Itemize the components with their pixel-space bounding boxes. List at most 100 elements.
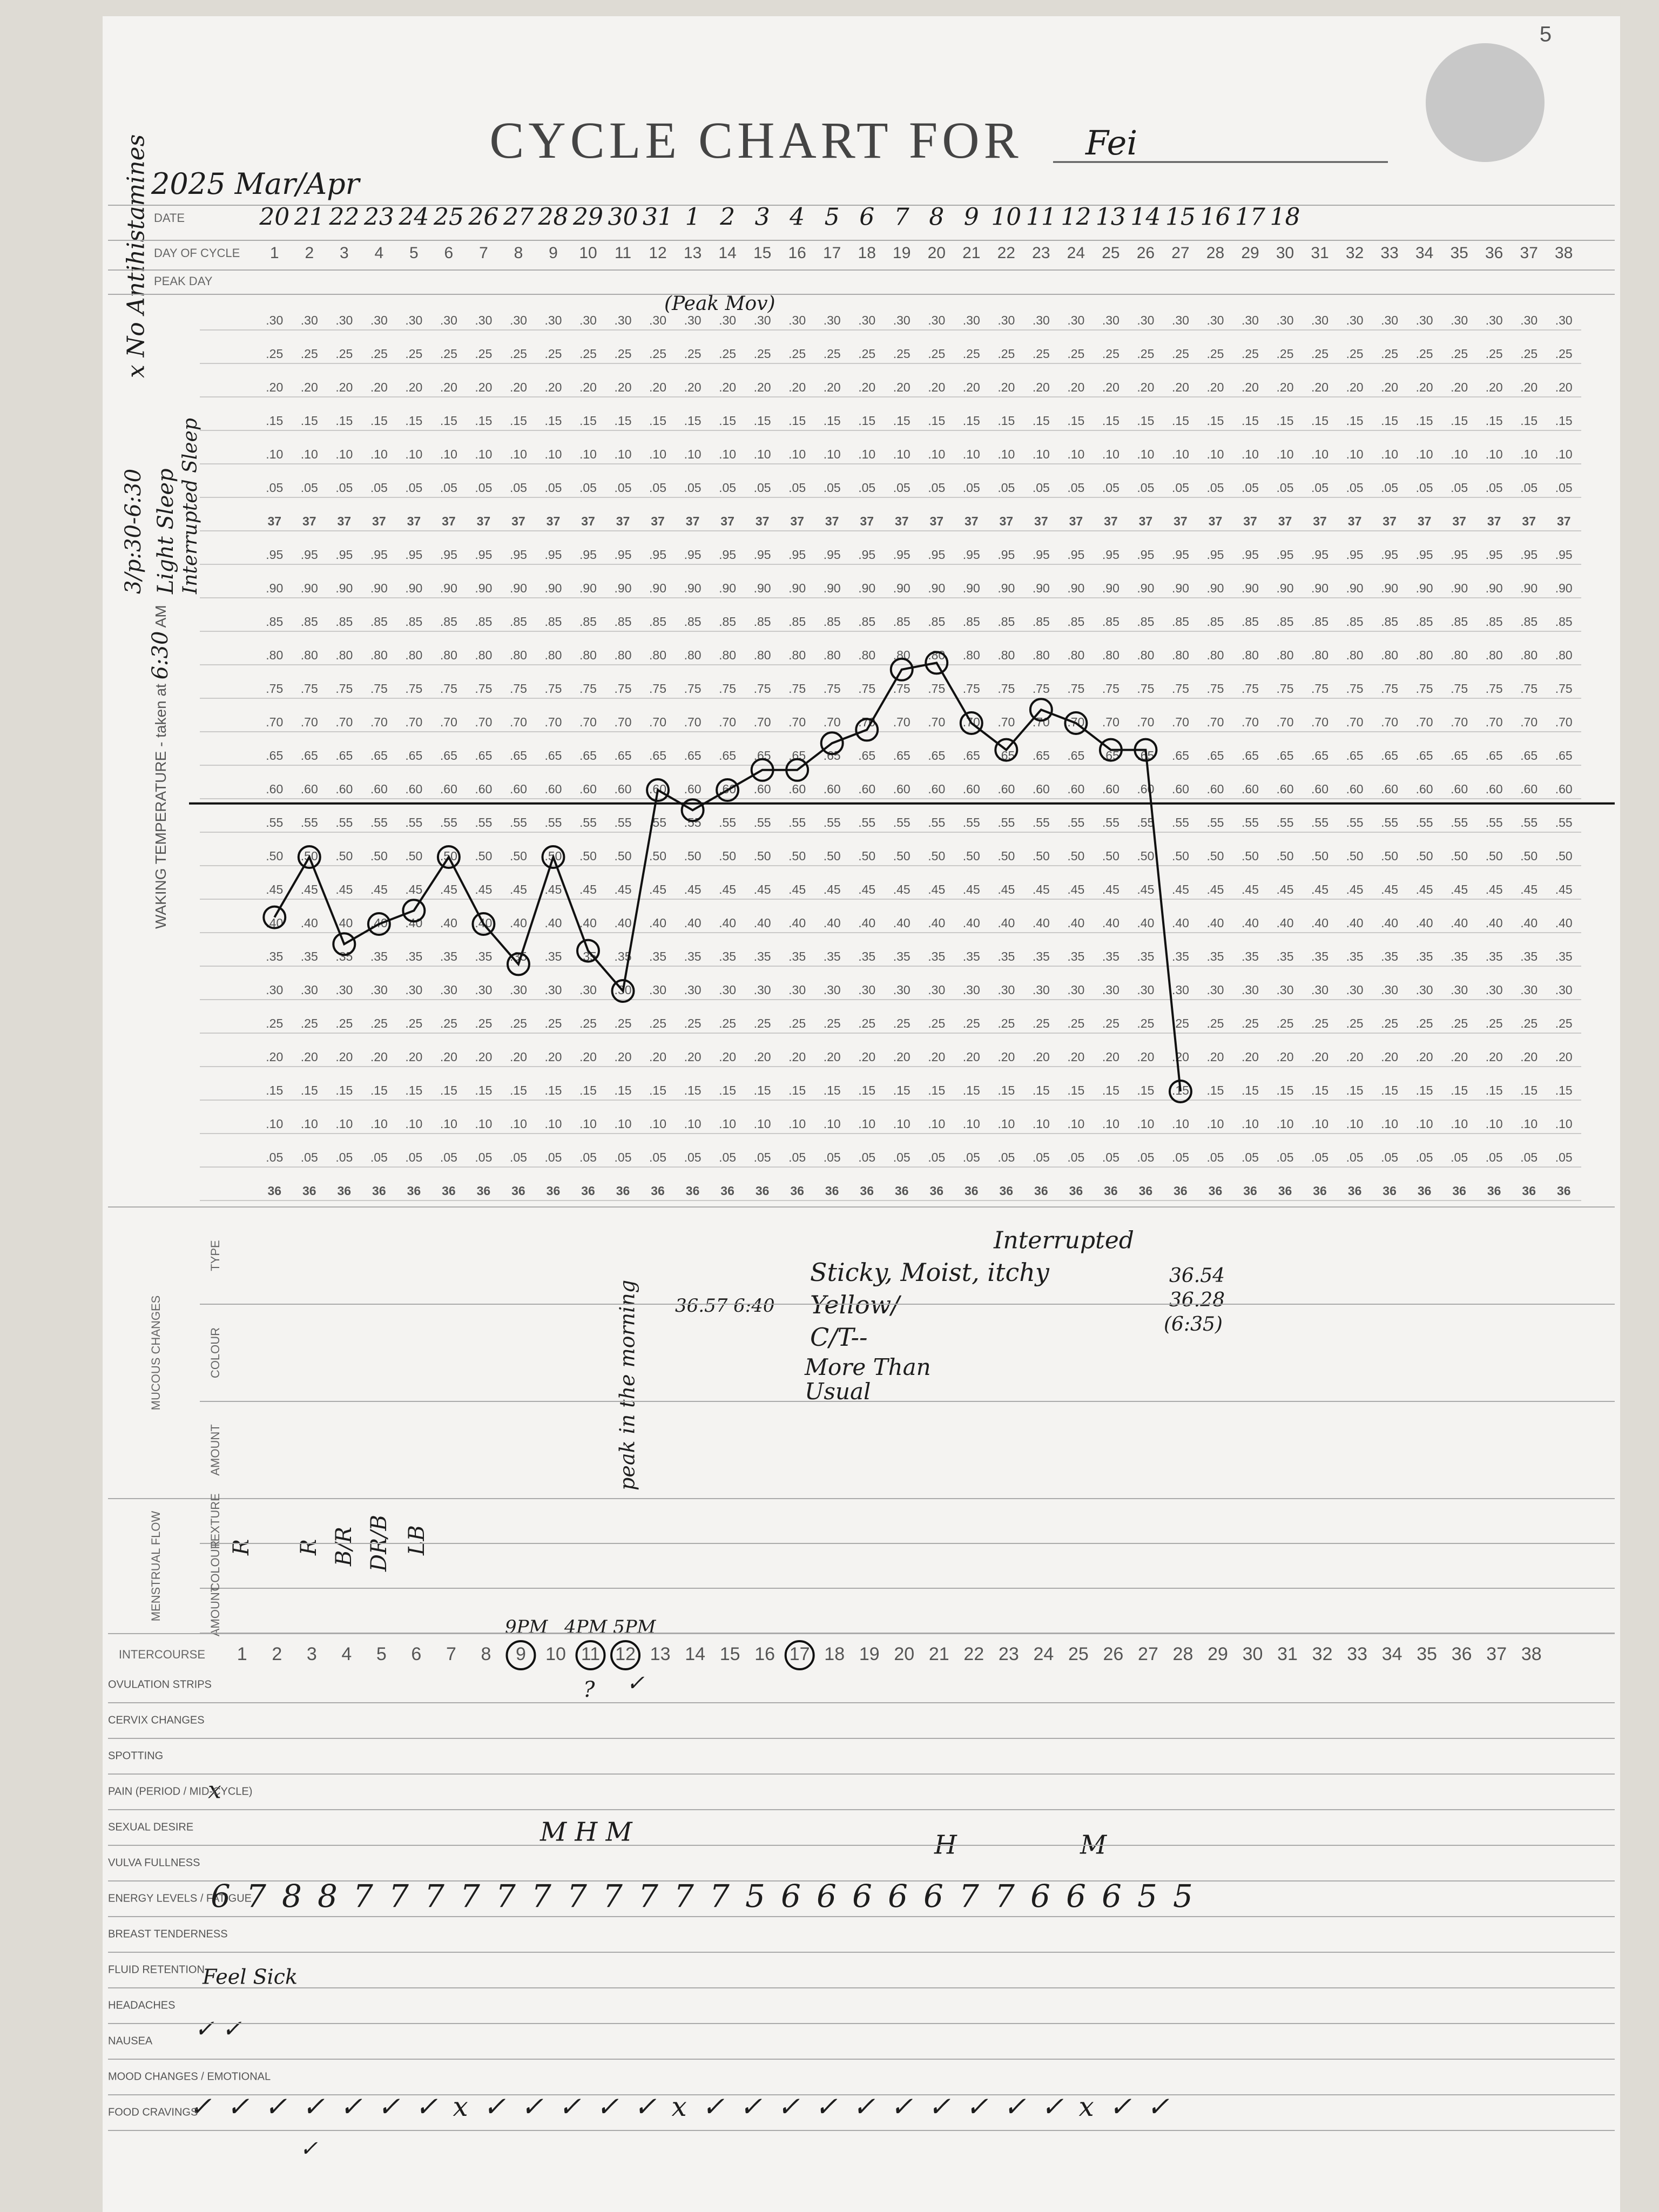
date: 22 <box>328 204 359 231</box>
tick-label: .95 <box>1451 548 1468 562</box>
peak-note: (Peak Mov) <box>664 293 775 315</box>
intercourse-time: 9PM <box>505 1616 549 1638</box>
tick-label: .75 <box>963 682 980 696</box>
tick-label: 37 <box>860 514 874 528</box>
tick-label: .80 <box>1033 648 1050 662</box>
tick-label: .75 <box>510 682 527 696</box>
tick-label: .20 <box>1137 1050 1154 1064</box>
tick-label: .60 <box>893 782 911 796</box>
tick-label: .05 <box>475 481 492 495</box>
tick-label: .25 <box>1137 347 1154 361</box>
day-of-cycle: 15 <box>753 244 771 262</box>
tick-label: .55 <box>301 815 318 830</box>
tick-label: .60 <box>335 782 353 796</box>
tick-label: .15 <box>335 1083 353 1097</box>
intercourse-day: 36 <box>1452 1644 1472 1664</box>
temperature-point <box>959 711 983 735</box>
tick-label: .95 <box>1172 548 1189 562</box>
intercourse-circle <box>575 1640 606 1670</box>
tick-label: .85 <box>510 615 527 629</box>
tick-label: .90 <box>1451 581 1468 595</box>
date: 23 <box>363 204 394 231</box>
tick-label: .80 <box>615 648 632 662</box>
tick-label: .05 <box>684 481 702 495</box>
tick-label: .95 <box>1242 548 1259 562</box>
tick-label: .05 <box>1067 481 1084 495</box>
flow-note: LB <box>404 1525 429 1556</box>
tick-label: .05 <box>754 1150 771 1164</box>
tick-label: .15 <box>1520 1083 1537 1097</box>
tick-label: .25 <box>1067 347 1084 361</box>
intercourse-day: 26 <box>1103 1644 1124 1664</box>
energy-level: 7 <box>959 1878 979 1914</box>
tick-label: 37 <box>929 514 943 528</box>
tick-label: 36 <box>1278 1184 1292 1198</box>
temp-label: WAKING TEMPERATURE - taken at 6:30 AM <box>148 605 173 929</box>
tick-label: .45 <box>649 882 666 896</box>
tick-label: .20 <box>301 380 318 394</box>
tick-label: .75 <box>301 682 318 696</box>
tick-label: 36 <box>372 1184 386 1198</box>
tick-label: .40 <box>1277 916 1294 930</box>
tick-label: .90 <box>684 581 702 595</box>
tick-label: .90 <box>1311 581 1328 595</box>
tick-label: .45 <box>754 882 771 896</box>
tick-label: .85 <box>335 615 353 629</box>
tick-label: .80 <box>1102 648 1120 662</box>
tick-label: .10 <box>1416 447 1433 461</box>
tick-label: .05 <box>1102 481 1120 495</box>
tick-label: .75 <box>1206 682 1224 696</box>
tick-label: .15 <box>684 1083 702 1097</box>
tick-label: .60 <box>997 782 1015 796</box>
tick-label: .25 <box>788 1016 806 1030</box>
tick-label: 36 <box>825 1184 839 1198</box>
tick-label: .30 <box>335 313 353 327</box>
tick-label: .30 <box>684 983 702 997</box>
tick-label: .25 <box>440 1016 457 1030</box>
tick-label: .70 <box>440 715 457 729</box>
intercourse-day: 27 <box>1138 1644 1158 1664</box>
tick-label: .55 <box>893 815 911 830</box>
tick-label: .10 <box>440 447 457 461</box>
tick-label: .70 <box>719 715 736 729</box>
tick-label: .95 <box>928 548 945 562</box>
tick-label: .70 <box>1451 715 1468 729</box>
tick-label: .70 <box>824 715 841 729</box>
tick-label: .25 <box>963 347 980 361</box>
tick-label: .20 <box>1033 380 1050 394</box>
temperature-point <box>471 912 496 936</box>
tick-label: .85 <box>788 615 806 629</box>
tick-label: .10 <box>1172 1117 1189 1131</box>
tick-label: .75 <box>1277 682 1294 696</box>
tick-label: .60 <box>1033 782 1050 796</box>
tick-label: .15 <box>858 414 875 428</box>
energy-level: 5 <box>1137 1878 1157 1914</box>
period: 2025 Mar/Apr <box>151 167 361 201</box>
tick-label: 36 <box>1104 1184 1118 1198</box>
tick-label: .90 <box>440 581 457 595</box>
tick-label: .35 <box>754 949 771 963</box>
tick-label: .85 <box>719 615 736 629</box>
tick-label: .80 <box>475 648 492 662</box>
tick-label: .20 <box>475 1050 492 1064</box>
tick-label: .40 <box>858 916 875 930</box>
tick-label: .60 <box>579 782 597 796</box>
date: 6 <box>859 204 874 231</box>
tick-label: .30 <box>544 313 562 327</box>
tick-label: 36 <box>1069 1184 1083 1198</box>
tick-label: .35 <box>719 949 736 963</box>
tick-label: .55 <box>1242 815 1259 830</box>
tick-label: .05 <box>1033 1150 1050 1164</box>
tick-label: .05 <box>370 481 388 495</box>
tick-label: .20 <box>1311 380 1328 394</box>
tick-label: .10 <box>475 1117 492 1131</box>
date: 13 <box>1096 204 1126 231</box>
tick-label: 37 <box>581 514 595 528</box>
tick-label: .05 <box>824 481 841 495</box>
tick-label: 37 <box>1522 514 1536 528</box>
temperature-point <box>541 845 565 869</box>
tick-label: .10 <box>335 447 353 461</box>
energy-level: 8 <box>282 1878 302 1914</box>
